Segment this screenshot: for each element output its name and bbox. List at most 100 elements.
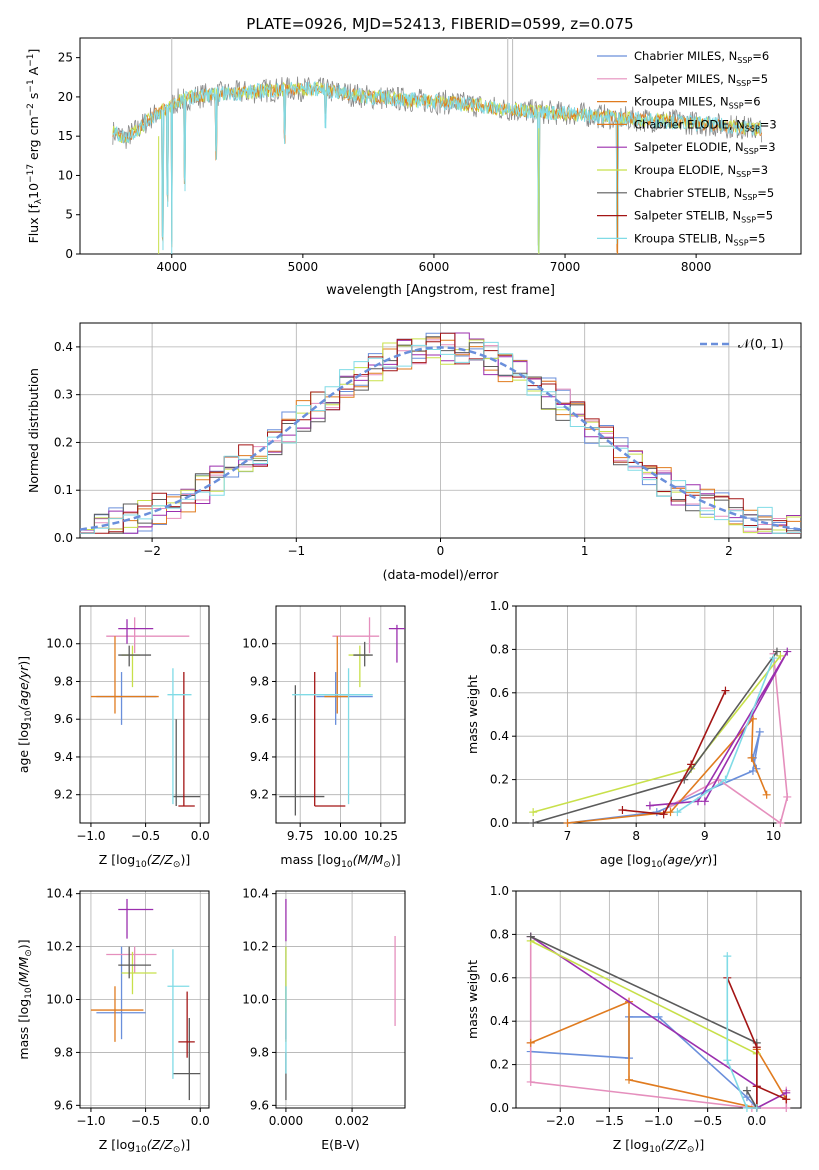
histogram-series bbox=[80, 338, 801, 534]
x-tick-label: −2.0 bbox=[546, 1114, 575, 1128]
mass-weight-marker bbox=[529, 819, 538, 827]
x-tick-label: 0.0 bbox=[191, 1114, 210, 1128]
mass-weight-vs-age-panel: 7 8 9 10 0.0 0.2 0.4 0.6 0.8 1.0 age [log10(age/yr… bbox=[465, 599, 802, 870]
plot-frame bbox=[79, 605, 210, 824]
y-axis-label: mass [log10(M/M⊙)] bbox=[16, 939, 34, 1059]
y-tick-label: 0.1 bbox=[54, 483, 73, 497]
y-tick-label: 0.0 bbox=[490, 816, 509, 830]
y-tick-label: 9.8 bbox=[250, 1045, 269, 1059]
y-tick-label: 0.6 bbox=[490, 971, 509, 985]
mass-weight-marker bbox=[776, 819, 785, 827]
mass-weight-marker bbox=[762, 790, 771, 799]
y-tick-label: 9.8 bbox=[250, 674, 269, 688]
normal-curve bbox=[80, 346, 801, 531]
y-tick-label: 9.6 bbox=[54, 712, 73, 726]
legend-label: Chabrier STELIB, NSSP=5 bbox=[634, 186, 774, 202]
x-tick-label: 10.25 bbox=[364, 829, 398, 843]
mass-weight-marker bbox=[752, 1082, 761, 1091]
legend-name: Salpeter MILES bbox=[634, 72, 720, 86]
mass-weight-marker bbox=[526, 932, 535, 941]
histogram-series bbox=[80, 341, 801, 534]
legend-name: Salpeter ELODIE bbox=[634, 140, 728, 154]
x-tick-label: 10 bbox=[766, 829, 781, 843]
legend-n: 3 bbox=[769, 117, 776, 131]
mass-weight-marker bbox=[752, 1043, 761, 1052]
mass-weight-marker bbox=[721, 775, 730, 784]
x-tick-label: 2 bbox=[725, 544, 733, 558]
y-tick-label: 10.4 bbox=[46, 887, 73, 901]
x-tick-label: 4000 bbox=[156, 260, 187, 274]
y-tick-label: 10.2 bbox=[46, 940, 73, 954]
x-axis-label: wavelength [Angstrom, rest frame] bbox=[326, 283, 555, 298]
plot-frame bbox=[515, 605, 802, 824]
mass-weight-marker bbox=[783, 792, 792, 801]
x-axis-label: Z [log10(Z/Z⊙)] bbox=[99, 852, 190, 870]
mass-weight-marker bbox=[723, 1056, 732, 1065]
y-axis-label: Normed distribution bbox=[26, 368, 41, 493]
y-tick-label: 0.8 bbox=[490, 927, 509, 941]
mass-weight-series bbox=[670, 653, 789, 825]
mass-weight-marker bbox=[700, 797, 709, 806]
x-tick-label: −1.5 bbox=[595, 1114, 624, 1128]
x-tick-label: 1 bbox=[581, 544, 589, 558]
y-axis-label: Flux [fλ10−17 erg cm−2 s−1 A−1] bbox=[26, 49, 44, 244]
y-tick-label: 9.4 bbox=[250, 750, 269, 764]
legend-name: Kroupa ELODIE bbox=[634, 163, 720, 177]
mass-weight-marker bbox=[673, 808, 682, 817]
y-tick-label: 15 bbox=[58, 129, 73, 143]
y-tick-label: 9.6 bbox=[250, 712, 269, 726]
mass-vs-ebv-panel: 0.000 0.002 9.6 9.8 10.0 10.2 10.4 E(B-V) bbox=[242, 887, 406, 1152]
x-axis-label: (data-model)/error bbox=[383, 567, 500, 582]
x-axis-label: Z [log10(Z/Z⊙)] bbox=[613, 1137, 704, 1155]
y-tick-label: 0.3 bbox=[54, 388, 73, 402]
x-tick-label: 0 bbox=[437, 544, 445, 558]
x-tick-label: 8000 bbox=[681, 260, 712, 274]
y-tick-label: 9.6 bbox=[250, 1098, 269, 1112]
y-axis-label: mass weight bbox=[465, 960, 480, 1039]
y-tick-label: 20 bbox=[58, 90, 73, 104]
x-tick-label: −0.5 bbox=[131, 829, 160, 843]
y-tick-label: 0.0 bbox=[490, 1101, 509, 1115]
mass-weight-marker bbox=[563, 819, 572, 827]
legend-label: Kroupa MILES, NSSP=6 bbox=[634, 95, 761, 111]
y-tick-label: 1.0 bbox=[490, 599, 509, 613]
mass-weight-marker bbox=[625, 1075, 634, 1084]
mass-weight-marker bbox=[776, 651, 785, 660]
legend-n: 3 bbox=[761, 163, 768, 177]
x-tick-label: 9.75 bbox=[287, 829, 314, 843]
x-axis-label: age [log10(age/yr)] bbox=[600, 852, 717, 870]
legend-label: Chabrier ELODIE, NSSP=3 bbox=[634, 117, 777, 133]
mass-weight-marker bbox=[659, 810, 668, 819]
y-axis-label: age [log10(age/yr)] bbox=[16, 656, 34, 773]
mass-weight-marker bbox=[752, 1104, 761, 1112]
x-tick-label: −1.0 bbox=[644, 1114, 673, 1128]
mass-weight-marker bbox=[747, 753, 756, 762]
y-tick-label: 0 bbox=[65, 247, 73, 261]
y-axis-label: mass weight bbox=[465, 675, 480, 754]
x-tick-label: 8 bbox=[632, 829, 640, 843]
x-axis-label: Z [log10(Z/Z⊙)] bbox=[99, 1137, 190, 1155]
spectrum-traces bbox=[112, 38, 763, 254]
legend-name: Chabrier STELIB bbox=[634, 186, 726, 200]
mass-weight-series bbox=[530, 1016, 758, 1109]
y-tick-label: 0.0 bbox=[54, 531, 73, 545]
mass-weight-marker bbox=[772, 647, 781, 656]
legend-label: Kroupa ELODIE, NSSP=3 bbox=[634, 163, 768, 179]
x-tick-label: −0.5 bbox=[693, 1114, 722, 1128]
y-tick-label: 0.4 bbox=[490, 729, 509, 743]
legend-n: 5 bbox=[761, 72, 768, 86]
spectrum-trace bbox=[112, 76, 763, 252]
histogram-series bbox=[80, 336, 801, 534]
y-tick-label: 0.4 bbox=[54, 340, 73, 354]
legend-name: Chabrier ELODIE bbox=[634, 117, 729, 131]
histogram-traces bbox=[80, 332, 801, 534]
legend-n: 6 bbox=[753, 95, 760, 109]
x-tick-label: 7000 bbox=[550, 260, 581, 274]
y-tick-label: 0.8 bbox=[490, 642, 509, 656]
mass-weight-marker bbox=[783, 647, 792, 656]
legend-label: Chabrier MILES, NSSP=6 bbox=[634, 49, 769, 65]
mass-weight-marker bbox=[742, 1104, 751, 1112]
legend-label: Salpeter ELODIE, NSSP=3 bbox=[634, 140, 776, 156]
y-tick-label: 0.2 bbox=[54, 435, 73, 449]
mass-weight-marker bbox=[782, 1104, 791, 1112]
